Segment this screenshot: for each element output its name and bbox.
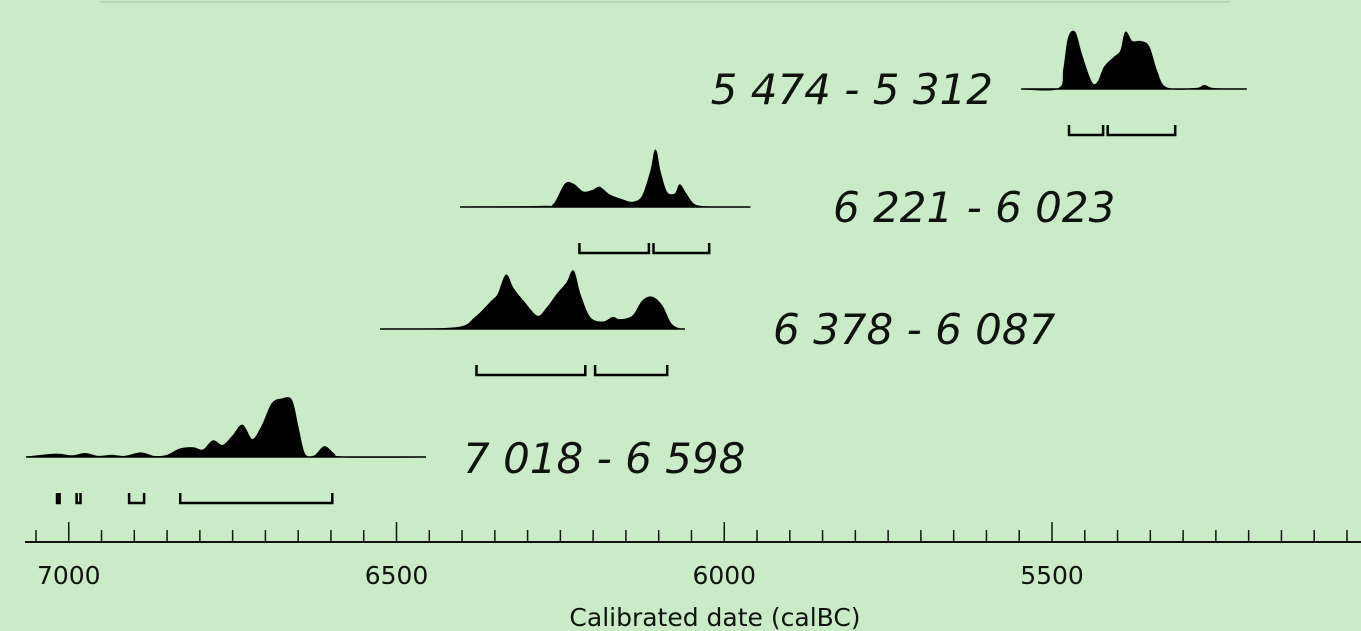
distribution-1: 7 018 - 6 598 (26, 397, 745, 505)
probability-density-area (1021, 30, 1247, 91)
tick-label: 6500 (365, 561, 429, 590)
distribution-4: 5 474 - 5 312 (711, 30, 1247, 137)
hpd-range-bracket (55, 493, 61, 505)
x-axis: 7000 6500 6000 5500 (25, 522, 1361, 590)
hpd-range-bracket (475, 365, 587, 377)
tick-label: 7000 (37, 561, 101, 590)
hpd-range-bracket (652, 243, 711, 255)
probability-density-area (26, 397, 427, 458)
distributions: 7 018 - 6 598 6 378 - 6 087 6 221 - 6 023 5… (26, 30, 1247, 505)
hpd-range-bracket (1106, 125, 1177, 137)
date-range-label: 6 221 - 6 023 (833, 183, 1115, 232)
probability-density-area (380, 270, 685, 330)
tick-label: 6000 (692, 561, 756, 590)
hpd-range-bracket (593, 365, 669, 377)
distribution-3: 6 221 - 6 023 (460, 149, 1115, 255)
hpd-range-bracket (178, 493, 334, 505)
hpd-range-bracket (75, 493, 82, 505)
tick-label: 5500 (1020, 561, 1084, 590)
date-range-label: 6 378 - 6 087 (773, 305, 1056, 354)
x-axis-title: Calibrated date (calBC) (569, 603, 860, 631)
hpd-range-bracket (578, 243, 651, 255)
date-range-label: 7 018 - 6 598 (463, 434, 745, 483)
date-range-label: 5 474 - 5 312 (711, 65, 993, 114)
hpd-range-bracket (1067, 125, 1105, 137)
distribution-2: 6 378 - 6 087 (380, 270, 1056, 377)
probability-density-area (460, 149, 751, 208)
hpd-range-bracket (127, 493, 146, 505)
